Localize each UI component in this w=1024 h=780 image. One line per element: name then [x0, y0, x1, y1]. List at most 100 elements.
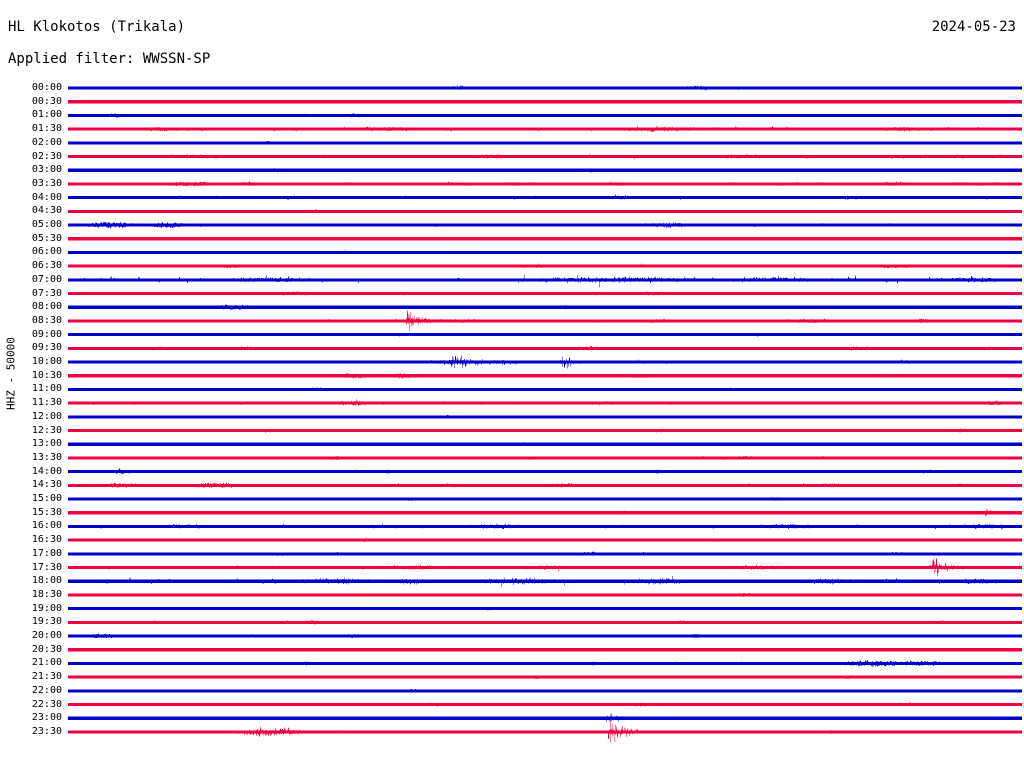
time-label: 18:30: [31, 588, 62, 600]
trace-0530: [68, 237, 1022, 241]
time-label: 01:00: [31, 109, 62, 121]
time-label: 22:00: [31, 684, 62, 696]
trace-0800: [68, 304, 1022, 311]
time-label: 21:00: [31, 657, 62, 669]
trace-0030: [68, 100, 1022, 104]
trace-0300: [68, 167, 1022, 173]
trace-1600: [68, 523, 1022, 531]
time-label: 11:30: [31, 397, 62, 409]
time-label: 20:00: [31, 630, 62, 641]
trace-0130: [68, 125, 1022, 133]
trace-1430: [68, 481, 1022, 489]
trace-2100: [68, 659, 1022, 668]
applied-filter-label: Applied filter: WWSSN-SP: [8, 51, 211, 67]
trace-1300: [68, 442, 1022, 446]
trace-2330: [68, 718, 1022, 743]
record-date: 2024-05-23: [931, 19, 1016, 35]
time-label: 16:00: [31, 520, 62, 532]
trace-0330: [68, 181, 1022, 187]
trace-1100: [68, 387, 1022, 392]
time-label: 17:00: [31, 547, 62, 559]
trace-1730: [68, 554, 1022, 578]
trace-0830: [68, 309, 1022, 333]
time-label: 17:30: [31, 561, 62, 573]
trace-1830: [68, 592, 1022, 597]
trace-0430: [68, 209, 1022, 213]
time-label: 02:00: [31, 136, 62, 148]
time-label: 06:30: [31, 260, 62, 272]
time-label: 03:00: [31, 164, 62, 176]
time-label: 03:30: [31, 177, 62, 189]
trace-2000: [68, 632, 1022, 639]
trace-0500: [68, 220, 1022, 230]
trace-2030: [68, 647, 1022, 653]
trace-0630: [68, 263, 1022, 269]
time-label: 01:30: [31, 123, 62, 135]
time-label: 06:00: [31, 246, 62, 258]
time-label: 15:00: [31, 493, 62, 504]
trace-0230: [68, 153, 1022, 160]
time-label: 20:30: [31, 643, 62, 655]
time-label: 08:00: [31, 301, 62, 313]
trace-0730: [68, 291, 1022, 296]
trace-1200: [68, 415, 1022, 419]
time-label: 00:30: [31, 95, 62, 107]
trace-0200: [68, 140, 1022, 145]
time-label: 07:00: [31, 273, 62, 285]
trace-0900: [68, 332, 1022, 337]
trace-1330: [68, 455, 1022, 461]
trace-1030: [68, 372, 1022, 380]
time-label: 08:30: [31, 314, 62, 326]
time-label: 18:00: [31, 575, 62, 587]
time-label: 13:30: [31, 451, 62, 463]
trace-2130: [68, 675, 1022, 680]
trace-1900: [68, 606, 1022, 611]
time-label: 09:30: [31, 342, 62, 354]
trace-2300: [68, 713, 1022, 723]
trace-0400: [68, 194, 1022, 200]
trace-1130: [68, 398, 1022, 407]
time-label: 05:00: [31, 219, 62, 230]
time-label: 16:30: [31, 534, 62, 546]
trace-0930: [68, 346, 1022, 352]
trace-0700: [68, 273, 1022, 288]
trace-0100: [68, 113, 1022, 118]
time-label: 04:00: [31, 191, 62, 203]
trace-2200: [68, 688, 1022, 693]
trace-0000: [68, 85, 1022, 91]
station-title: HL Klokotos (Trikala): [8, 19, 186, 35]
time-label: 02:30: [31, 150, 62, 162]
trace-1930: [68, 619, 1022, 625]
time-label: 23:30: [31, 725, 62, 737]
time-label: 13:00: [31, 438, 62, 450]
time-label: 15:30: [31, 506, 62, 518]
time-label: 19:30: [31, 616, 62, 628]
time-label: 12:00: [31, 410, 62, 422]
time-label: 14:00: [31, 465, 62, 477]
time-label: 07:30: [31, 287, 62, 299]
trace-1530: [68, 507, 1022, 518]
time-label: 10:30: [31, 369, 62, 381]
trace-1000: [68, 354, 1022, 369]
time-label: 00:00: [31, 82, 62, 93]
time-label: 05:30: [31, 232, 62, 244]
trace-1630: [68, 537, 1022, 543]
time-label: 19:00: [31, 602, 62, 614]
time-label: 09:00: [31, 328, 62, 340]
trace-1400: [68, 467, 1022, 475]
trace-1800: [68, 575, 1022, 587]
time-label: 23:00: [31, 712, 62, 724]
trace-1700: [68, 551, 1022, 557]
time-label: 14:30: [31, 479, 62, 491]
time-label: 22:30: [31, 698, 62, 710]
time-label: 12:30: [31, 424, 62, 436]
trace-1230: [68, 428, 1022, 433]
trace-1500: [68, 497, 1022, 502]
trace-2230: [68, 702, 1022, 708]
time-label: 11:00: [31, 383, 62, 395]
time-label: 21:30: [31, 671, 62, 683]
trace-0600: [68, 250, 1022, 255]
time-label: 10:00: [31, 356, 62, 367]
